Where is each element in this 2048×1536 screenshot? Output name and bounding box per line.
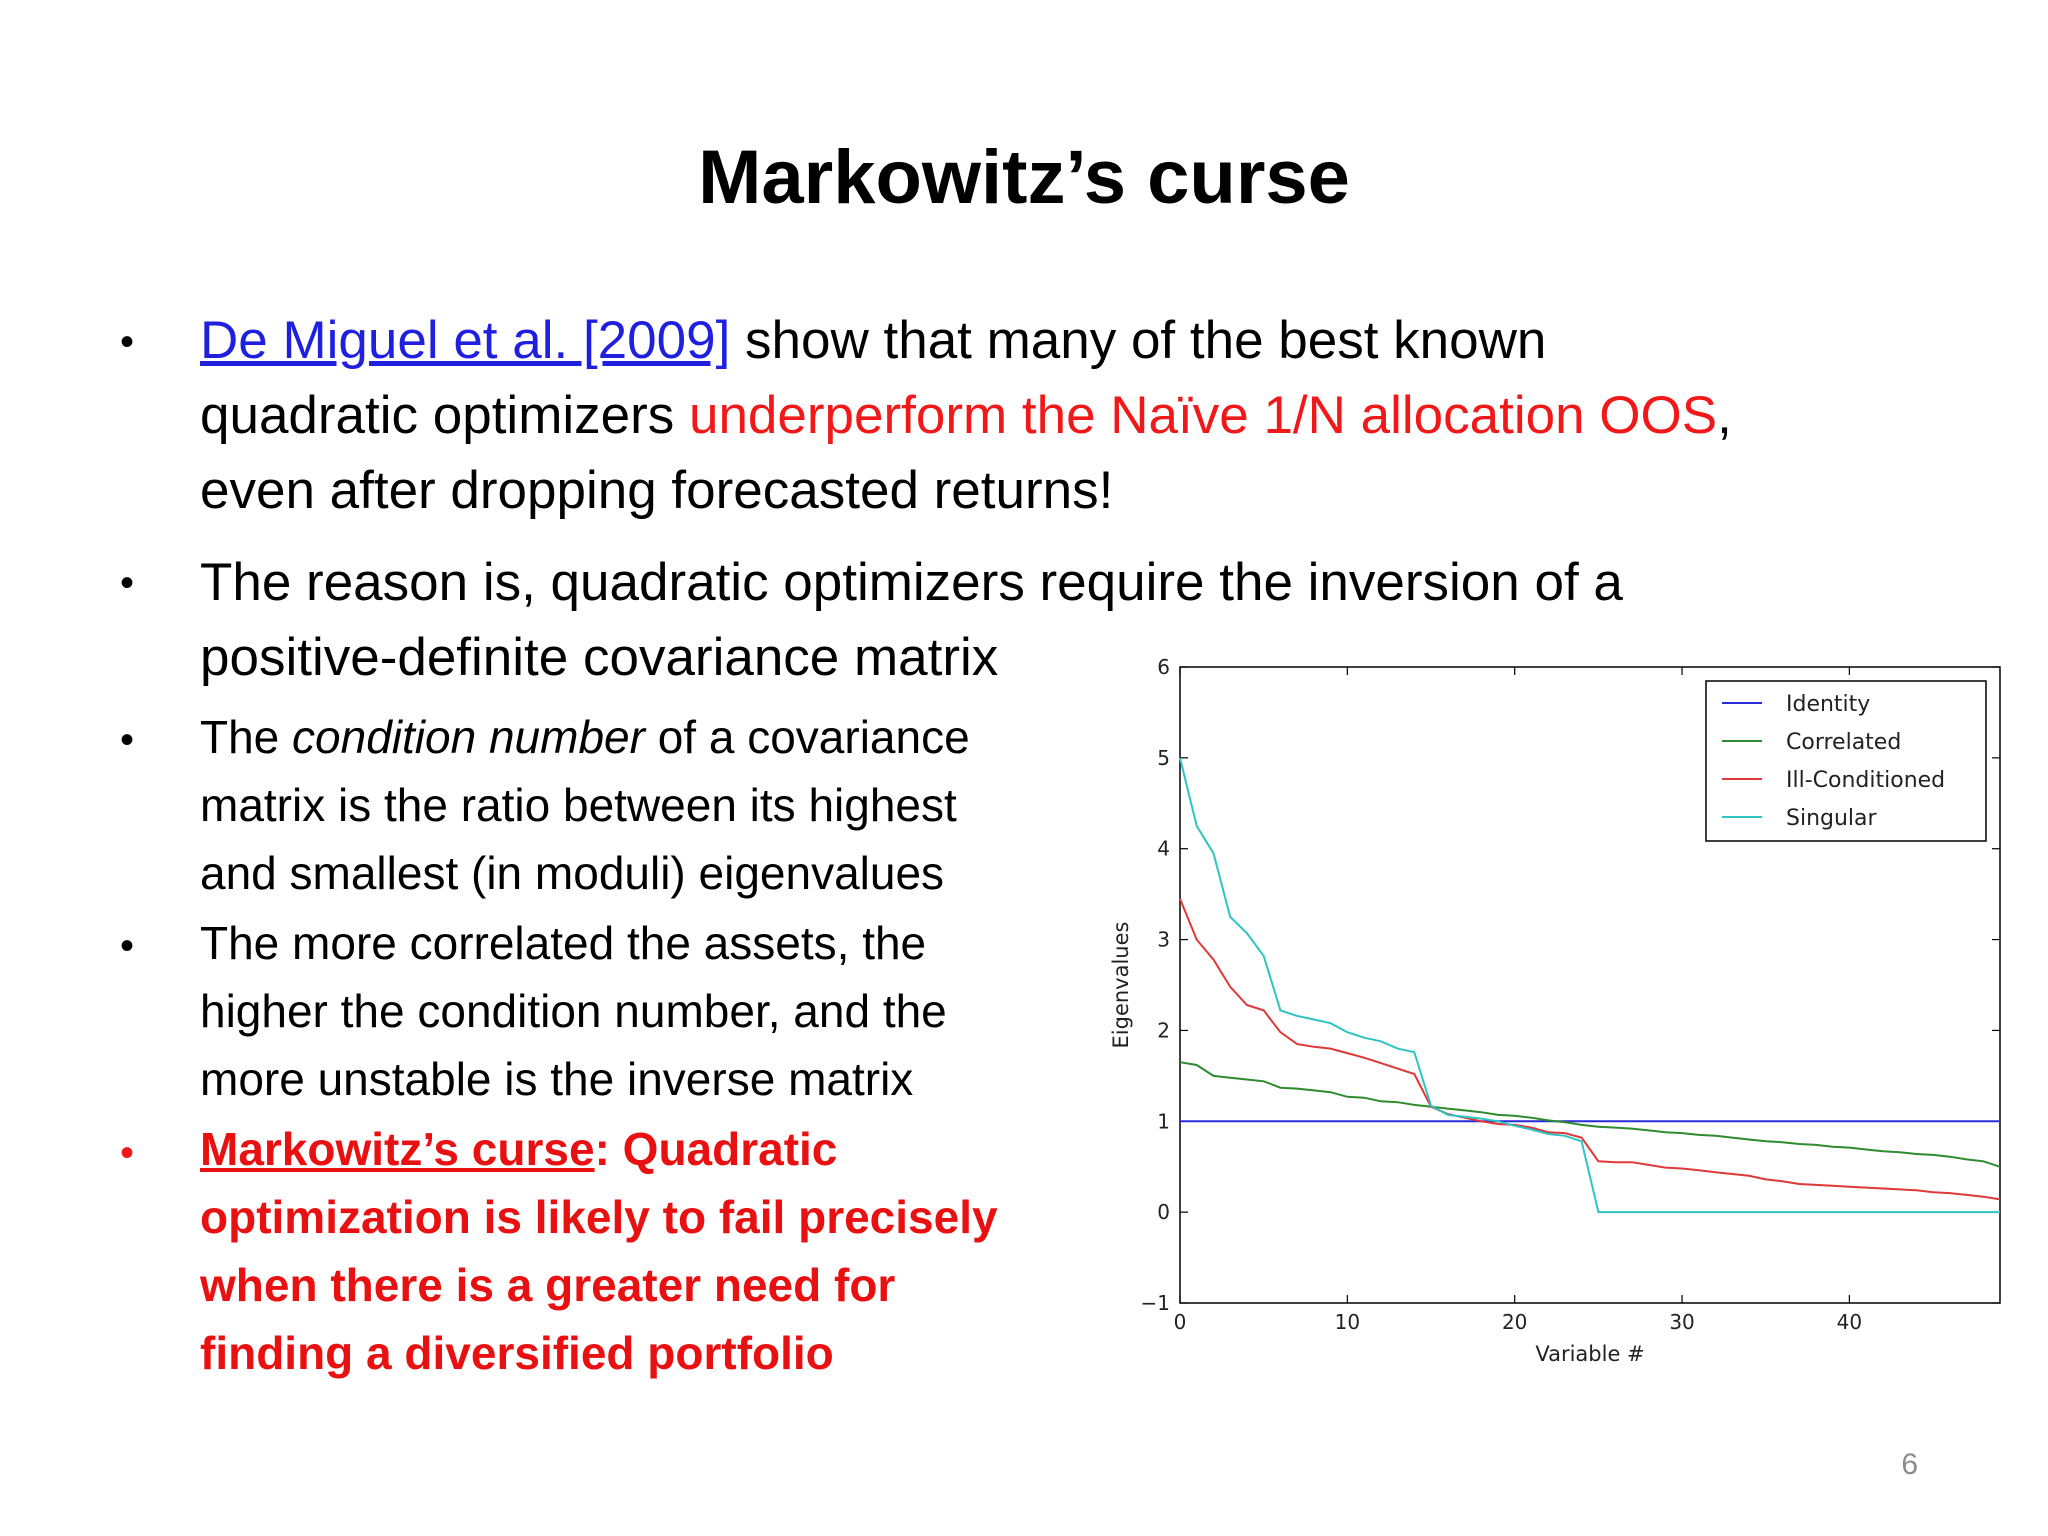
series-line-ill-conditioned bbox=[1179, 898, 2001, 1201]
bullet-3-line3: and smallest (in moduli) eigenvalues bbox=[200, 847, 945, 899]
slide-title: Markowitz’s curse bbox=[698, 135, 1350, 220]
bullet-5-underlined: Markowitz’s curse bbox=[200, 1123, 595, 1175]
series-line-singular bbox=[1179, 757, 2000, 1214]
bullet-4-line2: higher the condition number, and the bbox=[200, 985, 947, 1037]
bullet-marker: • bbox=[120, 718, 135, 762]
bullet-3-line2: matrix is the ratio between its highest bbox=[200, 779, 957, 831]
legend-label: Singular bbox=[1786, 806, 1878, 831]
y-tick-label: −1 bbox=[1141, 1291, 1170, 1315]
bullet-4-line1: The more correlated the assets, the bbox=[200, 917, 927, 969]
bullet-1-line2: quadratic optimizers bbox=[200, 386, 689, 445]
y-tick-label: 4 bbox=[1157, 837, 1170, 861]
bullet-1-line3: even after dropping forecasted returns! bbox=[200, 461, 1114, 520]
bullet-5-line3: when there is a greater need for bbox=[200, 1259, 896, 1311]
page-number: 6 bbox=[1901, 1448, 1918, 1481]
bullet-2-line2: positive-definite covariance matrix bbox=[200, 628, 999, 687]
bullet-3-emphasis: condition number bbox=[292, 711, 645, 763]
x-tick-label: 40 bbox=[1837, 1310, 1862, 1334]
x-axis-label: Variable # bbox=[1535, 1342, 1644, 1366]
bullet-3-text: The condition number of a covariance mat… bbox=[200, 703, 970, 907]
bullet-3-pre: The bbox=[200, 711, 293, 763]
bullet-3-post: of a covariance bbox=[644, 711, 970, 763]
x-tick-label: 20 bbox=[1502, 1310, 1527, 1334]
bullet-1-comma: , bbox=[1717, 386, 1732, 445]
bullet-marker: • bbox=[120, 561, 135, 605]
bullet-marker: • bbox=[120, 1131, 135, 1175]
y-tick-label: 3 bbox=[1157, 928, 1170, 952]
bullet-4-text: The more correlated the assets, the high… bbox=[200, 909, 947, 1113]
bullet-marker: • bbox=[120, 924, 135, 968]
y-tick-label: 6 bbox=[1157, 655, 1170, 679]
bullet-5-line1: : Quadratic bbox=[594, 1123, 838, 1175]
bullet-1-line1: show that many of the best known bbox=[730, 311, 1547, 370]
series-line-correlated bbox=[1179, 1061, 2001, 1168]
bullet-2-line1: The reason is, quadratic optimizers requ… bbox=[200, 553, 1623, 612]
legend-label: Correlated bbox=[1786, 730, 1901, 755]
y-tick-label: 0 bbox=[1157, 1200, 1170, 1224]
y-tick-label: 2 bbox=[1157, 1018, 1170, 1042]
bullet-2-text: The reason is, quadratic optimizers requ… bbox=[200, 545, 1623, 695]
bullet-5-line4: finding a diversified portfolio bbox=[200, 1327, 834, 1379]
citation-link[interactable]: De Miguel et al. [2009] bbox=[200, 311, 731, 370]
legend-label: Identity bbox=[1786, 692, 1870, 717]
y-tick-label: 5 bbox=[1157, 746, 1170, 770]
x-tick-label: 30 bbox=[1669, 1310, 1694, 1334]
bullet-1-highlight: underperform the Naïve 1/N allocation OO… bbox=[688, 386, 1718, 445]
legend-label: Ill-Conditioned bbox=[1786, 768, 1945, 793]
bullet-4-line3: more unstable is the inverse matrix bbox=[200, 1053, 914, 1105]
bullet-marker: • bbox=[120, 320, 135, 364]
y-tick-label: 1 bbox=[1157, 1109, 1170, 1133]
x-tick-label: 0 bbox=[1174, 1310, 1187, 1334]
bullet-5-line2: optimization is likely to fail precisely bbox=[200, 1191, 998, 1243]
legend-box bbox=[1705, 680, 1987, 842]
bullet-1-text: De Miguel et al. [2009] show that many o… bbox=[200, 303, 1732, 528]
y-axis-label: Eigenvalues bbox=[1109, 922, 1133, 1049]
x-tick-label: 10 bbox=[1335, 1310, 1360, 1334]
bullet-5-text: Markowitz’s curse: Quadratic optimizatio… bbox=[200, 1115, 998, 1387]
